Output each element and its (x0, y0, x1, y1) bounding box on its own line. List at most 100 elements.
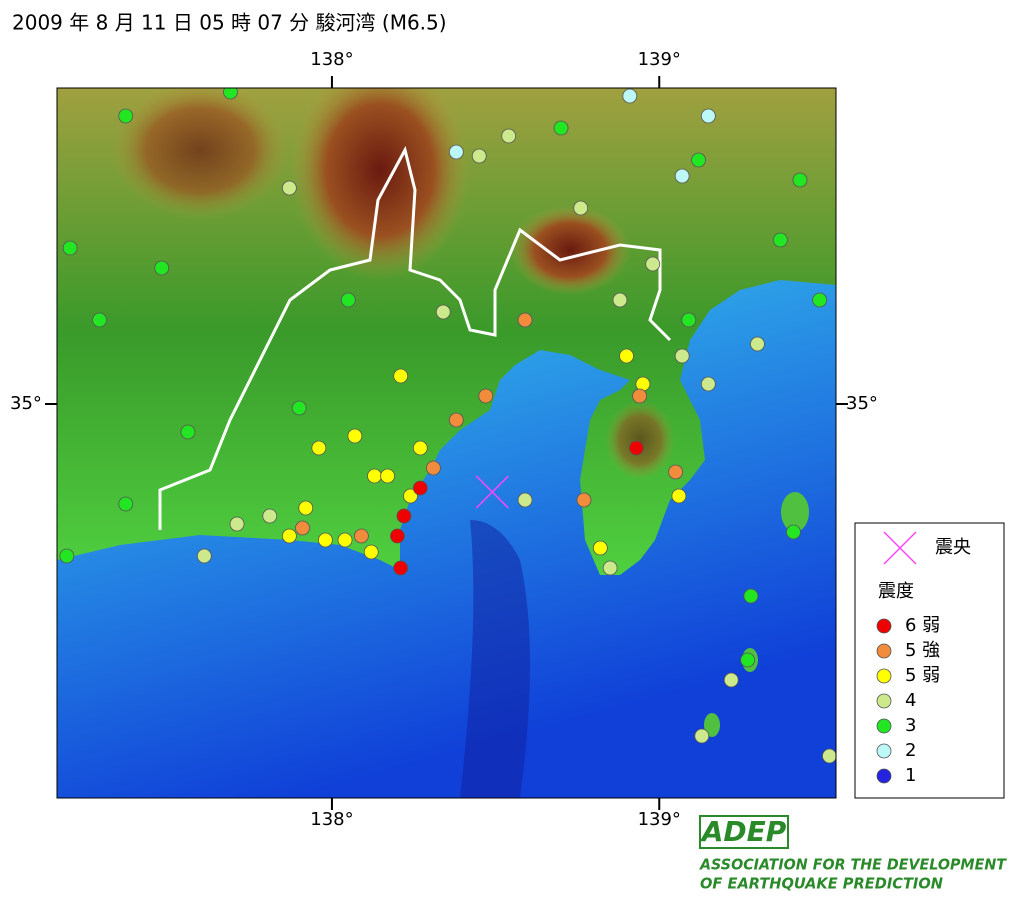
station (612, 292, 628, 308)
map (57, 88, 836, 798)
station (262, 508, 278, 524)
lat-label: 35° (10, 393, 42, 414)
station (295, 520, 310, 536)
station (478, 388, 494, 404)
legend-swatch (876, 718, 892, 734)
legend-label: 2 (905, 740, 916, 761)
station (576, 492, 592, 508)
station (700, 376, 716, 392)
map-frame (56, 87, 837, 799)
legend-swatch (876, 643, 892, 659)
station (812, 292, 828, 308)
station (229, 516, 245, 532)
station (363, 544, 379, 560)
station (792, 172, 808, 188)
epicenter (475, 475, 509, 509)
logo-box (699, 815, 789, 849)
station (517, 312, 533, 328)
prefecture-border (158, 145, 672, 530)
station (573, 200, 589, 216)
station (281, 180, 297, 196)
station (380, 468, 395, 484)
station (743, 588, 759, 604)
station (311, 440, 327, 456)
station (592, 540, 608, 556)
legend-swatch (876, 743, 892, 759)
station (517, 492, 533, 508)
legend-swatch (876, 693, 892, 709)
legend-label: 1 (905, 765, 916, 786)
station (435, 304, 451, 320)
station (62, 240, 78, 256)
legend-label: 4 (905, 690, 916, 711)
station (393, 368, 409, 384)
station (317, 532, 333, 548)
station (448, 412, 464, 428)
station (622, 88, 638, 104)
station (291, 400, 307, 416)
station (412, 440, 428, 456)
station (59, 548, 75, 564)
logo-name: ADEP (700, 815, 787, 848)
legend-label: 6 弱 (905, 615, 940, 636)
title: 2009 年 8 月 11 日 05 時 07 分 駿河湾 (M6.5) (12, 11, 447, 35)
logo-line: ASSOCIATION FOR THE DEVELOPMENT (699, 856, 1008, 874)
station (668, 464, 684, 480)
station (353, 528, 369, 544)
station (471, 148, 487, 164)
station (337, 532, 353, 548)
lon-label: 138° (310, 809, 353, 830)
legend-label: 3 (905, 715, 916, 736)
station (367, 468, 382, 484)
station (501, 128, 517, 144)
station (196, 548, 212, 564)
trough (460, 520, 530, 798)
legend-epicenter-symbol (883, 531, 917, 565)
legend-swatch (876, 668, 892, 684)
station (180, 424, 196, 440)
station (118, 496, 134, 512)
station (403, 488, 418, 504)
island (704, 713, 720, 737)
station (619, 348, 634, 364)
legend-title: 震度 (878, 581, 914, 602)
island (781, 492, 809, 532)
station (396, 508, 412, 524)
station (426, 460, 441, 476)
station (723, 672, 739, 688)
mountains (510, 205, 630, 295)
station (645, 256, 661, 272)
legend-label: 5 強 (905, 640, 940, 661)
station (750, 336, 765, 352)
station (674, 348, 690, 364)
station (772, 232, 788, 248)
station (347, 428, 363, 444)
lon-label: 139° (638, 49, 681, 70)
station (674, 168, 690, 184)
station (340, 292, 356, 308)
legend-epicenter-label: 震央 (935, 537, 971, 558)
station (92, 312, 107, 328)
station (390, 528, 405, 544)
station (671, 488, 687, 504)
station (700, 108, 716, 124)
station (281, 528, 297, 544)
station (681, 312, 697, 328)
legend-swatch (876, 618, 892, 634)
station (694, 728, 710, 744)
station (553, 120, 569, 136)
station (822, 748, 836, 764)
logo-line: OF EARTHQUAKE PREDICTION (700, 875, 943, 893)
station (691, 152, 706, 168)
station (412, 480, 428, 496)
mountains (605, 400, 675, 480)
legend-swatch (876, 768, 892, 784)
station (118, 108, 134, 124)
station (632, 388, 648, 404)
station (786, 524, 801, 540)
lon-label: 138° (310, 49, 353, 70)
station (628, 440, 644, 456)
station (740, 652, 756, 668)
station (602, 560, 618, 576)
